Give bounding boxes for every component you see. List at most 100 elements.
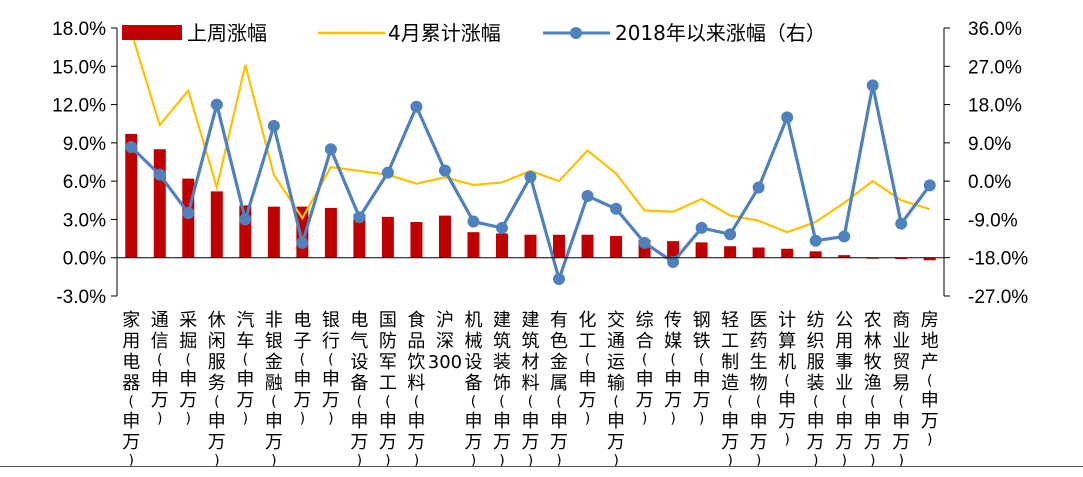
legend-swatch-marker [570,27,582,39]
legend: 上周涨幅 4月累计涨幅 2018年以来涨幅（右） [122,21,826,45]
bar [324,207,337,258]
category-label: 医药生物(申万) [750,310,768,469]
bar [724,246,737,258]
category-label: 食品饮料(申万) [407,310,425,469]
right-tick-label: 18.0% [968,96,1022,117]
line-point [210,98,223,111]
bar [267,206,280,258]
bar [695,242,708,258]
line-point [324,143,337,156]
line-point [695,221,708,234]
bar [553,234,566,258]
category-label: 纺织服装(申万) [807,310,825,469]
category-label: 交通运输(申万) [607,310,625,469]
bar [923,257,936,261]
line-point [638,236,651,249]
left-tick-label: 12.0% [52,96,106,117]
right-tick-label: -27.0% [968,287,1028,308]
category-label: 综合(申万) [636,310,654,427]
bar [752,247,765,258]
line-point [381,166,394,179]
category-label: 房地产(申万) [921,310,939,448]
left-tick-label: 18.0% [52,19,106,40]
bar [438,215,451,258]
bar [667,241,680,258]
axes: -3.0% 0.0% 3.0% 6.0% 9.0% 12.0% 15.0% 18.0% -27.… [52,19,1028,308]
right-tick-label: 0.0% [968,172,1011,193]
line-point [809,234,822,247]
bar [467,232,480,258]
line-point [182,207,195,220]
bottom-divider [0,466,1083,467]
category-labels: 家用电器(申万) 通信(申万) 采掘(申万) 休闲服务(申万) 汽车(申万) 非银金融(申… [122,310,938,469]
line-point [267,119,280,132]
line-point [239,213,252,226]
category-label: 汽车(申万) [236,310,254,427]
line-point [153,168,166,181]
left-tick-label: 3.0% [63,210,106,231]
line-point [752,181,765,194]
line-point [524,170,537,183]
line-point [438,164,451,177]
left-tick-label: 15.0% [52,57,106,78]
bar [495,233,508,258]
right-tick-label: 27.0% [968,57,1022,78]
line-point [353,211,366,224]
category-label: 建筑材料(申万) [522,310,540,469]
bar [381,216,394,258]
category-label: 通信(申万) [151,310,169,427]
legend-label: 4月累计涨幅 [388,21,501,45]
line-point [724,228,737,241]
bar [524,234,537,258]
line-point [838,230,851,243]
category-label: 非银金融(申万) [265,310,283,469]
category-label: 国防军工(申万) [379,310,397,469]
category-label: 化工(申万) [579,310,597,427]
legend-label: 2018年以来涨幅（右） [615,21,826,45]
line-point [467,215,480,228]
right-tick-label: 36.0% [968,19,1022,40]
line-point [610,202,623,215]
line-series [125,31,936,285]
line-point [553,272,566,285]
bar [895,257,908,259]
category-label: 轻工制造(申万) [721,310,739,469]
category-label: 沪深 300 [428,310,462,373]
bar [353,214,366,258]
bar [809,251,822,258]
line-point [125,141,138,154]
category-label: 传媒(申万) [664,310,682,427]
line-point [895,217,908,230]
left-tick-label: 0.0% [63,249,106,270]
line-point [495,221,508,234]
category-label: 建筑装饰(申万) [493,310,511,469]
category-label: 电气设备(申万) [350,310,368,469]
bar [125,133,138,258]
category-label: 采掘(申万) [179,310,197,427]
category-label: 家用电器(申万) [122,310,140,469]
bar [781,248,794,258]
bar [410,221,423,258]
category-label: 休闲服务(申万) [208,310,226,469]
line-point [296,236,309,249]
line-point [667,255,680,268]
bar [210,191,223,258]
right-tick-label: -18.0% [968,249,1028,270]
category-label: 钢铁(申万) [693,310,711,427]
line-point [581,190,594,203]
category-label: 公用事业(申万) [835,310,853,469]
category-label: 商业贸易(申万) [892,310,910,469]
legend-swatch-bar [122,25,182,40]
right-tick-label: -9.0% [968,210,1018,231]
category-label: 有色金属(申万) [550,310,568,469]
category-label: 农林牧渔(申万) [864,310,882,469]
category-label: 计算机(申万) [778,310,796,448]
category-label: 电子(申万) [293,310,311,427]
category-label: 机械设备(申万) [464,310,482,469]
legend-label: 上周涨幅 [187,21,267,45]
bar [838,255,851,258]
bar [153,149,166,258]
right-tick-label: 9.0% [968,134,1011,155]
category-label: 银行(申万) [322,310,340,427]
